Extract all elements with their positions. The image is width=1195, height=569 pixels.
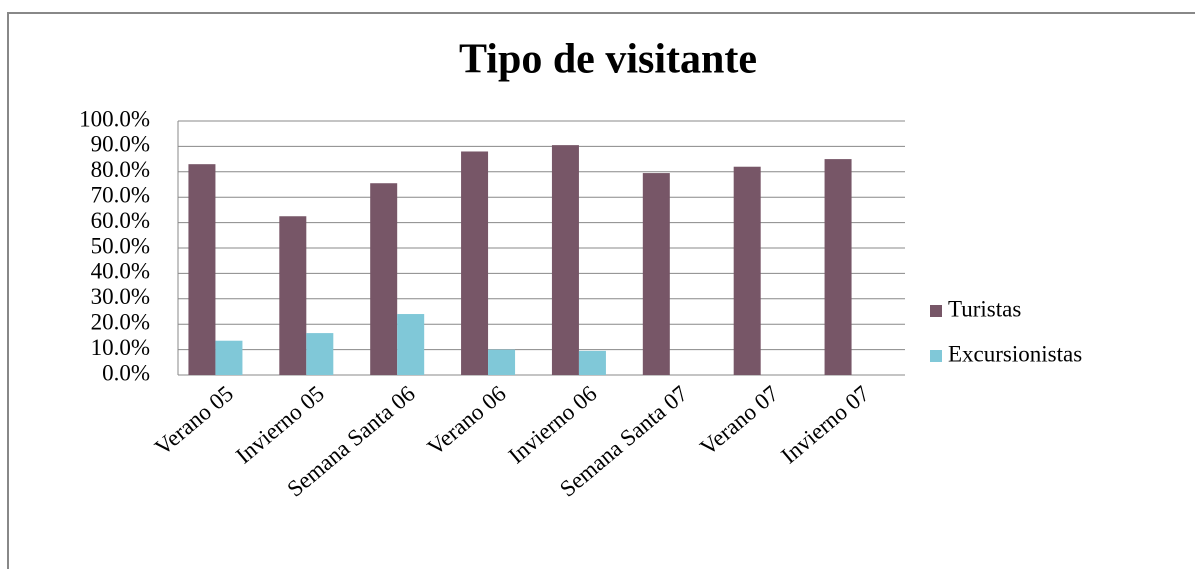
- bar: [279, 216, 307, 375]
- chart-title: Tipo de visitante: [459, 37, 757, 83]
- y-tick-label: 70.0%: [91, 182, 150, 207]
- legend-label: Excursionistas: [948, 341, 1082, 366]
- x-tick-label: Verano 05: [150, 381, 238, 461]
- x-tick-label: Invierno 07: [776, 381, 874, 469]
- y-tick-label: 40.0%: [91, 259, 150, 284]
- y-tick-label: 30.0%: [91, 284, 150, 309]
- legend-swatch: [930, 350, 942, 362]
- legend-swatch: [930, 305, 942, 317]
- bar: [824, 159, 852, 375]
- bar: [397, 314, 425, 375]
- bar: [370, 183, 398, 375]
- legend-label: Turistas: [948, 296, 1021, 321]
- y-tick-label: 50.0%: [91, 233, 150, 258]
- bar: [578, 350, 606, 375]
- bar: [551, 145, 579, 375]
- bar: [733, 166, 761, 375]
- frame: [7, 12, 1195, 569]
- y-tick-label: 20.0%: [91, 309, 150, 334]
- y-tick-label: 60.0%: [91, 208, 150, 233]
- x-tick-label: Verano 06: [423, 381, 511, 461]
- y-tick-label: 10.0%: [91, 335, 150, 360]
- bar: [306, 333, 334, 375]
- y-tick-label: 80.0%: [91, 157, 150, 182]
- bar: [642, 173, 670, 375]
- bar: [488, 349, 516, 375]
- y-tick-label: 0.0%: [102, 360, 150, 385]
- bar: [188, 164, 216, 375]
- x-tick-label: Verano 07: [695, 381, 783, 461]
- y-tick-label: 90.0%: [91, 132, 150, 157]
- y-tick-label: 100.0%: [79, 106, 150, 131]
- bar: [461, 151, 489, 375]
- bar: [215, 340, 243, 375]
